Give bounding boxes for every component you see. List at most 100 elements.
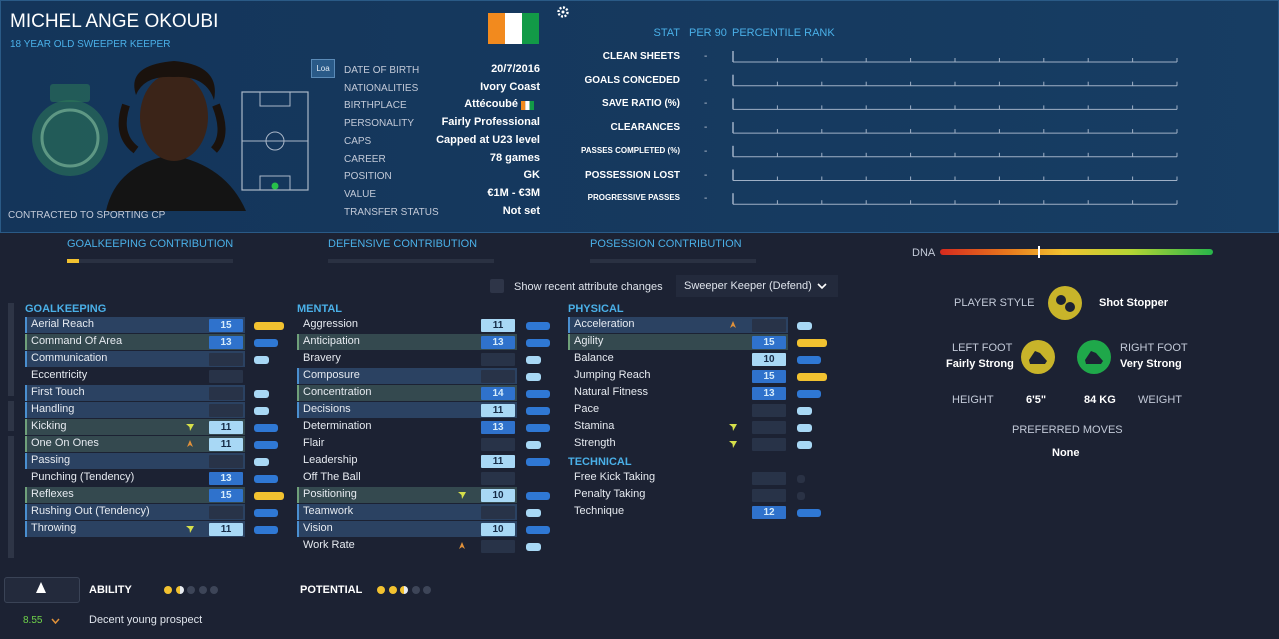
attribute-name: Natural Fitness [574, 386, 648, 398]
attribute-value: 12 [752, 506, 786, 519]
attribute-group: PHYSICAL [568, 303, 624, 315]
attribute-name: Anticipation [303, 335, 360, 347]
attribute-row [25, 351, 245, 367]
detail-value: Capped at U23 level [436, 133, 540, 146]
settings-icon[interactable] [556, 5, 570, 19]
tab[interactable]: DEFENSIVE CONTRIBUTION [328, 238, 478, 250]
tab[interactable]: POSESSION CONTRIBUTION [590, 238, 742, 250]
rating-dot [187, 586, 195, 594]
attribute-value: 13 [209, 472, 243, 485]
stat-per90: - [704, 145, 708, 157]
attribute-value: 11 [209, 421, 243, 434]
attribute-name: Off The Ball [303, 471, 361, 483]
rating-dot [198, 586, 207, 594]
dropdown-chevron [817, 283, 827, 290]
attribute-value: 14 [481, 387, 515, 400]
attribute-name: Aggression [303, 318, 359, 330]
player-photo [106, 61, 246, 211]
detail-label: BIRTHPLACE [344, 100, 407, 112]
attribute-name: Acceleration [574, 318, 635, 330]
weight: 84 KG [1084, 394, 1116, 406]
attribute-value [481, 472, 515, 485]
height: 6'5" [1026, 394, 1047, 406]
stat-name: PASSES COMPLETED (%) [581, 145, 680, 155]
attribute-value [481, 438, 515, 451]
attribute-row [297, 334, 517, 350]
tab-track [67, 259, 233, 263]
attribute-value: 10 [481, 489, 515, 502]
attribute-value: 15 [752, 336, 786, 349]
attribute-value: 15 [209, 319, 243, 332]
change-arrow [186, 526, 194, 533]
stat-per90: - [704, 74, 708, 86]
attribute-value: 11 [481, 319, 515, 332]
attribute-value [481, 540, 515, 553]
profile-label: WEIGHT [1138, 394, 1182, 406]
detail-value: Attécoubé [464, 98, 518, 111]
change-arrow [459, 542, 465, 549]
attribute-name: Aerial Reach [31, 318, 94, 330]
attribute-value: 11 [481, 404, 515, 417]
stat-name: CLEARANCES [610, 122, 680, 134]
attribute-value [481, 370, 515, 383]
tab[interactable]: GOALKEEPING CONTRIBUTION [67, 238, 234, 250]
dna-marker [1038, 246, 1040, 258]
rating-dot [388, 586, 397, 594]
nation-flag [488, 13, 539, 44]
attribute-bar [797, 339, 827, 347]
change-arrow [729, 441, 737, 448]
attribute-value: 10 [752, 353, 786, 366]
change-arrow [729, 424, 737, 431]
detail-label: CAREER [344, 153, 386, 165]
attribute-name: Leadership [303, 454, 358, 466]
profile-label: PLAYER STYLE [954, 297, 1035, 309]
attribute-name: Teamwork [303, 505, 354, 517]
role-dropdown-text[interactable]: Sweeper Keeper (Defend) [684, 280, 812, 292]
detail-label: TRANSFER STATUS [344, 206, 439, 218]
attribute-row [25, 402, 245, 418]
arrow-shape [729, 441, 737, 448]
attribute-name: Stamina [574, 420, 615, 432]
attribute-group: MENTAL [297, 303, 343, 315]
right-foot: Very Strong [1120, 358, 1182, 370]
profile-label: LEFT FOOT [952, 342, 1013, 354]
attribute-name: Handling [31, 403, 75, 415]
loan-badge[interactable]: Loa [311, 59, 335, 78]
stat-header: PER 90 [689, 27, 727, 39]
attribute-value [752, 319, 786, 332]
change-arrow [730, 321, 736, 328]
attribute-bar [797, 424, 812, 432]
attribute-bar [526, 543, 541, 551]
detail-value: 78 games [489, 151, 540, 164]
attribute-name: Rushing Out (Tendency) [31, 505, 150, 517]
attribute-bar [526, 322, 550, 330]
attribute-bar [254, 526, 278, 534]
attribute-value: 13 [752, 387, 786, 400]
player-style: Shot Stopper [1099, 297, 1169, 309]
attribute-name: Determination [303, 420, 372, 432]
dna-bar [940, 249, 1213, 255]
group-rail [8, 436, 14, 558]
tab-track [590, 259, 756, 263]
role-dropdown[interactable] [676, 275, 838, 297]
attribute-bar [526, 407, 550, 415]
attribute-bar [797, 492, 805, 500]
attribute-value: 11 [209, 523, 243, 536]
attribute-bar [526, 458, 550, 466]
attribute-name: Command Of Area [31, 335, 123, 347]
attribute-name: Work Rate [303, 539, 355, 551]
attribute-name: Positioning [303, 488, 357, 500]
checkbox-label[interactable]: Show recent attribute changes [514, 281, 663, 293]
attribute-bar [254, 322, 284, 330]
attribute-bar [797, 356, 821, 364]
attribute-bar [526, 339, 550, 347]
profile-label: PREFERRED MOVES [1012, 424, 1123, 436]
attribute-row [25, 487, 245, 503]
attribute-bar [526, 356, 541, 364]
stat-per90: - [704, 51, 708, 62]
attribute-name: Composure [303, 369, 360, 381]
attribute-value: 13 [209, 336, 243, 349]
attribute-value [752, 421, 786, 434]
detail-label: POSITION [344, 171, 392, 183]
checkbox[interactable] [490, 279, 504, 293]
